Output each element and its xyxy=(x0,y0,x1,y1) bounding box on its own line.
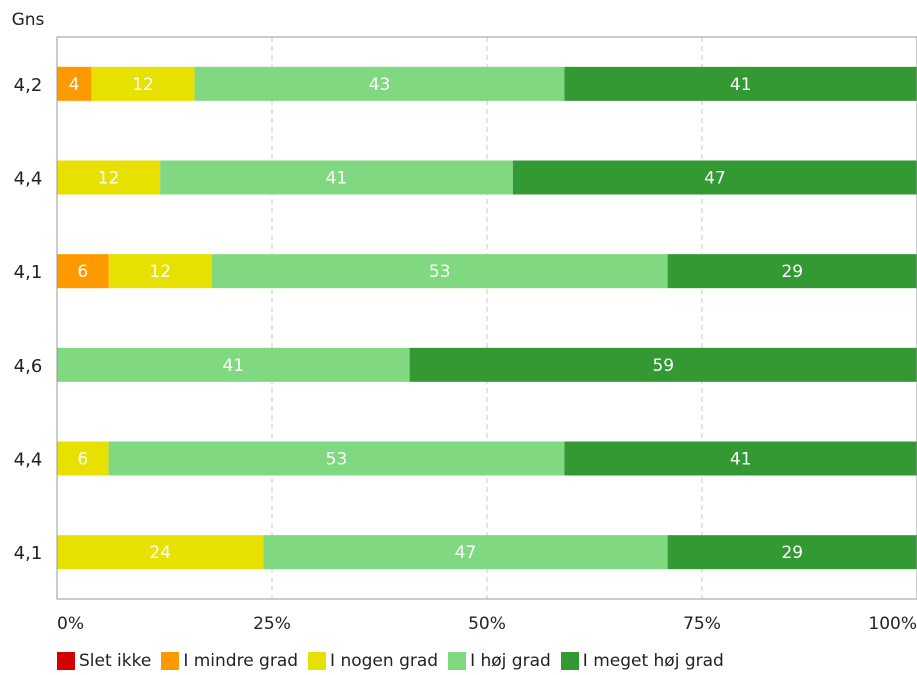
bar-segment xyxy=(57,535,264,570)
bar-segment xyxy=(409,347,917,382)
bar-segment xyxy=(57,347,410,382)
gridlines xyxy=(271,37,703,599)
x-tick-label: 0% xyxy=(57,614,84,634)
bar-value-label: 12 xyxy=(149,262,171,282)
legend-item: I mindre grad xyxy=(161,651,298,671)
bar-segment xyxy=(57,66,92,101)
legend-swatch xyxy=(57,652,75,670)
x-axis-tick-labels: 0% 25% 50% 75% 100% xyxy=(57,614,917,634)
row-average-label: 4,2 xyxy=(14,75,43,96)
bar-value-label: 53 xyxy=(326,450,348,470)
bar-segment xyxy=(667,535,917,570)
bar-segment xyxy=(108,254,212,289)
legend-label: I nogen grad xyxy=(330,651,439,671)
bar-segment xyxy=(263,535,668,570)
bar-segment xyxy=(211,254,668,289)
bar-segment xyxy=(512,160,917,195)
bar-value-label: 53 xyxy=(429,262,451,282)
bar-value-label: 41 xyxy=(326,169,348,189)
bar-value-label: 41 xyxy=(730,75,752,95)
legend-swatch xyxy=(560,652,579,670)
legend-item: I høj grad xyxy=(448,651,551,671)
bar-value-label: 29 xyxy=(781,543,803,563)
bar-value-label: 24 xyxy=(149,543,171,563)
plot-area-frame xyxy=(56,36,917,600)
bar-segment xyxy=(194,66,565,101)
bar-segment xyxy=(57,441,109,476)
avg-column-header: Gns xyxy=(12,10,45,30)
row-average-label: 4,1 xyxy=(14,543,43,564)
legend-label: I høj grad xyxy=(470,651,551,671)
legend-swatch xyxy=(448,652,467,670)
legend-swatch xyxy=(161,652,180,670)
x-tick-label: 25% xyxy=(253,614,291,634)
bar-value-label: 12 xyxy=(132,75,154,95)
bar-value-label: 12 xyxy=(98,169,120,189)
legend-label: I mindre grad xyxy=(183,651,299,671)
legend-item: Slet ikke xyxy=(57,651,151,671)
legend-label: I meget høj grad xyxy=(582,651,724,671)
bar-segment xyxy=(57,160,161,195)
row-average-label: 4,4 xyxy=(14,169,43,190)
legend: Slet ikke I mindre grad I nogen grad I høj … xyxy=(57,648,734,674)
bar-value-label: 6 xyxy=(77,262,88,282)
bars: 4 12 43 41 12 41 47 6 12 53 29 41 59 6 53 41 24 47 29 xyxy=(57,66,917,570)
bar-segment xyxy=(160,160,513,195)
bar-value-label: 43 xyxy=(369,75,391,95)
bar-value-label: 59 xyxy=(652,356,674,376)
legend-label: Slet ikke xyxy=(79,651,152,671)
x-tick-label: 75% xyxy=(683,614,721,634)
row-average-label: 4,4 xyxy=(14,450,43,471)
bar-value-label: 41 xyxy=(222,356,244,376)
bar-value-label: 47 xyxy=(455,543,477,563)
row-average-label: 4,1 xyxy=(14,262,43,283)
bar-segment xyxy=(564,66,917,101)
x-tick-label: 50% xyxy=(468,614,506,634)
row-average-labels: 4,2 4,4 4,1 4,6 4,4 4,1 xyxy=(14,75,43,564)
bar-value-label: 6 xyxy=(77,450,88,470)
bar-segment xyxy=(564,441,917,476)
bar-segment xyxy=(57,254,109,289)
bar-value-label: 41 xyxy=(730,450,752,470)
bar-segment xyxy=(667,254,917,289)
legend-item: I nogen grad xyxy=(308,651,438,671)
x-tick-label: 100% xyxy=(868,614,917,634)
bar-segment xyxy=(108,441,565,476)
row-average-label: 4,6 xyxy=(14,356,43,377)
legend-swatch xyxy=(308,652,327,670)
bar-value-label: 4 xyxy=(69,75,80,95)
legend-item: I meget høj grad xyxy=(560,651,724,671)
bar-value-label: 47 xyxy=(704,169,726,189)
bar-segment xyxy=(91,66,195,101)
bar-value-label: 29 xyxy=(781,262,803,282)
